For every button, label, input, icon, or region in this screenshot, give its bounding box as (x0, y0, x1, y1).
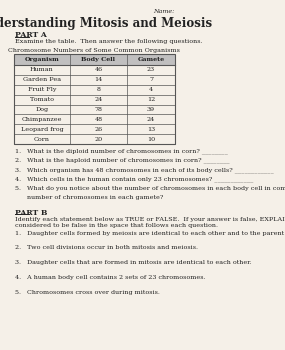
Text: 20: 20 (94, 137, 103, 142)
Text: 12: 12 (147, 97, 155, 102)
Text: 4.   A human body cell contains 2 sets of 23 chromosomes.: 4. A human body cell contains 2 sets of … (15, 275, 205, 280)
Text: Chromosome Numbers of Some Common Organisms: Chromosome Numbers of Some Common Organi… (8, 48, 180, 53)
Bar (14, 85, 175, 95)
Text: 23: 23 (147, 67, 155, 72)
Text: Dog: Dog (35, 107, 48, 112)
Bar (14, 94, 175, 105)
Text: PART B: PART B (15, 209, 47, 217)
Text: 24: 24 (147, 117, 155, 122)
Text: 2.   Two cell divisions occur in both mitosis and meiosis.: 2. Two cell divisions occur in both mito… (15, 245, 198, 251)
Text: 26: 26 (94, 127, 103, 132)
Bar (14, 134, 175, 144)
Text: 5.   Chromosomes cross over during mitosis.: 5. Chromosomes cross over during mitosis… (15, 290, 160, 295)
Text: 1.   Daughter cells formed by meiosis are identical to each other and to the par: 1. Daughter cells formed by meiosis are … (15, 231, 285, 236)
Bar (14, 54, 175, 144)
Text: Name:: Name: (153, 9, 174, 14)
Text: Garden Pea: Garden Pea (23, 77, 61, 82)
Text: 10: 10 (147, 137, 155, 142)
Text: 1.   What is the diploid number of chromosomes in corn? ________: 1. What is the diploid number of chromos… (15, 148, 228, 154)
Text: 2.   What is the haploid number of chromosomes in corn? ________: 2. What is the haploid number of chromos… (15, 158, 229, 163)
Text: Organism: Organism (25, 57, 59, 62)
Text: 48: 48 (94, 117, 103, 122)
Text: 8: 8 (97, 87, 101, 92)
Text: 14: 14 (94, 77, 103, 82)
Text: 4.   Which cells in the human contain only 23 chromosomes? ____________: 4. Which cells in the human contain only… (15, 176, 253, 182)
Bar (14, 124, 175, 134)
Text: Understanding Mitosis and Meiosis: Understanding Mitosis and Meiosis (0, 17, 212, 30)
Text: 3.   Which organism has 48 chromosomes in each of its body cells? ____________: 3. Which organism has 48 chromosomes in … (15, 167, 274, 173)
Text: 39: 39 (147, 107, 155, 112)
Text: Leopard frog: Leopard frog (21, 127, 63, 132)
Text: PART A: PART A (15, 31, 47, 39)
Text: 7: 7 (149, 77, 153, 82)
Text: considered to be false in the space that follows each question.: considered to be false in the space that… (15, 223, 218, 228)
Text: Chimpanzee: Chimpanzee (22, 117, 62, 122)
Bar (14, 65, 175, 75)
Text: 5.   What do you notice about the number of chromosomes in each body cell in com: 5. What do you notice about the number o… (15, 186, 285, 191)
Text: 13: 13 (147, 127, 155, 132)
Text: Examine the table.  Then answer the following questions.: Examine the table. Then answer the follo… (15, 39, 202, 44)
Text: number of chromosomes in each gamete?: number of chromosomes in each gamete? (15, 195, 163, 200)
Text: 46: 46 (94, 67, 103, 72)
Text: 4: 4 (149, 87, 153, 92)
Text: Identify each statement below as TRUE or FALSE.  If your answer is false, EXPLAI: Identify each statement below as TRUE or… (15, 217, 285, 222)
Text: 3.   Daughter cells that are formed in mitosis are identical to each other.: 3. Daughter cells that are formed in mit… (15, 260, 252, 265)
Text: Body Cell: Body Cell (82, 57, 115, 62)
Bar (14, 75, 175, 85)
Text: Corn: Corn (34, 137, 50, 142)
Text: Gamete: Gamete (137, 57, 164, 62)
Text: Tomato: Tomato (30, 97, 54, 102)
Bar (14, 105, 175, 114)
Text: 24: 24 (94, 97, 103, 102)
Text: 78: 78 (95, 107, 103, 112)
Bar (14, 114, 175, 124)
Text: Human: Human (30, 67, 54, 72)
Bar (14, 54, 175, 65)
Text: Fruit Fly: Fruit Fly (28, 87, 56, 92)
